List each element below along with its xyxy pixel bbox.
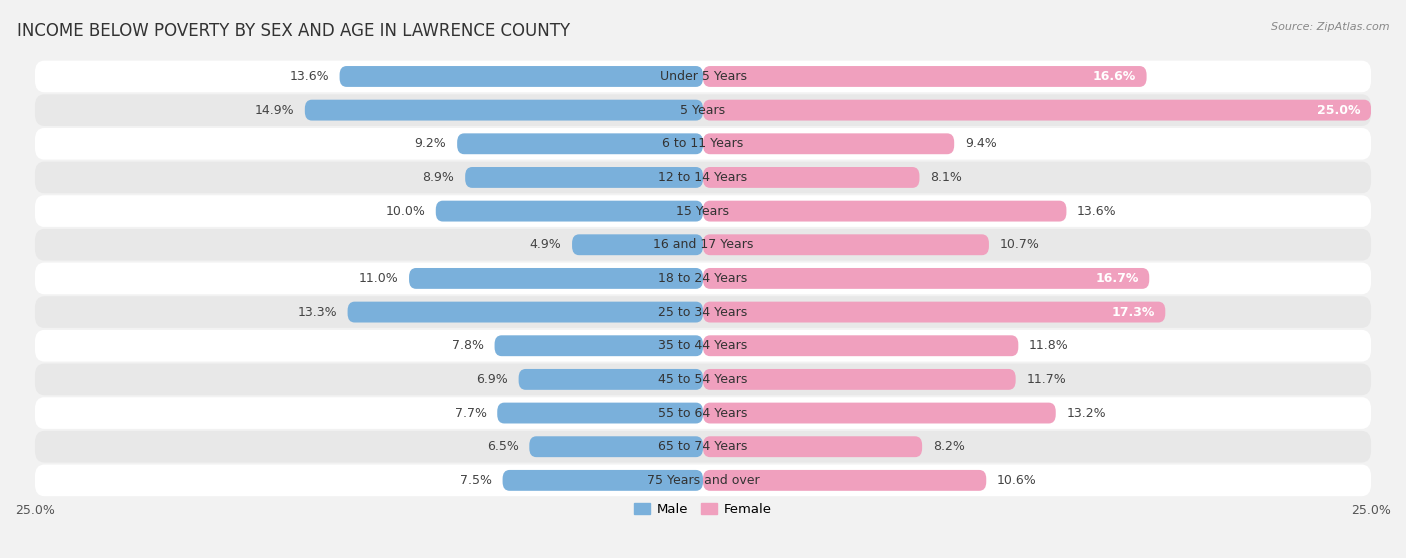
FancyBboxPatch shape — [703, 302, 1166, 323]
FancyBboxPatch shape — [703, 436, 922, 457]
FancyBboxPatch shape — [35, 229, 1371, 261]
Text: 9.2%: 9.2% — [415, 137, 447, 150]
FancyBboxPatch shape — [35, 162, 1371, 193]
Text: 17.3%: 17.3% — [1111, 306, 1154, 319]
FancyBboxPatch shape — [703, 470, 986, 491]
Text: 5 Years: 5 Years — [681, 104, 725, 117]
FancyBboxPatch shape — [572, 234, 703, 255]
FancyBboxPatch shape — [703, 66, 1147, 87]
Text: 13.3%: 13.3% — [297, 306, 337, 319]
Text: 11.7%: 11.7% — [1026, 373, 1066, 386]
Text: 55 to 64 Years: 55 to 64 Years — [658, 407, 748, 420]
Text: 10.0%: 10.0% — [385, 205, 425, 218]
FancyBboxPatch shape — [35, 61, 1371, 92]
Text: 4.9%: 4.9% — [530, 238, 561, 251]
FancyBboxPatch shape — [703, 268, 1149, 289]
FancyBboxPatch shape — [409, 268, 703, 289]
Text: 15 Years: 15 Years — [676, 205, 730, 218]
Text: 11.0%: 11.0% — [359, 272, 398, 285]
Text: 75 Years and over: 75 Years and over — [647, 474, 759, 487]
FancyBboxPatch shape — [703, 133, 955, 154]
Text: 65 to 74 Years: 65 to 74 Years — [658, 440, 748, 453]
FancyBboxPatch shape — [35, 195, 1371, 227]
FancyBboxPatch shape — [703, 201, 1066, 222]
FancyBboxPatch shape — [703, 100, 1371, 121]
Text: 25 to 34 Years: 25 to 34 Years — [658, 306, 748, 319]
Text: 7.5%: 7.5% — [460, 474, 492, 487]
Text: 16 and 17 Years: 16 and 17 Years — [652, 238, 754, 251]
Text: 7.8%: 7.8% — [451, 339, 484, 352]
Text: 25.0%: 25.0% — [1317, 104, 1361, 117]
FancyBboxPatch shape — [305, 100, 703, 121]
Text: 13.6%: 13.6% — [1077, 205, 1116, 218]
FancyBboxPatch shape — [347, 302, 703, 323]
FancyBboxPatch shape — [519, 369, 703, 390]
FancyBboxPatch shape — [35, 296, 1371, 328]
FancyBboxPatch shape — [35, 94, 1371, 126]
Text: 13.6%: 13.6% — [290, 70, 329, 83]
FancyBboxPatch shape — [35, 128, 1371, 160]
FancyBboxPatch shape — [502, 470, 703, 491]
Text: 16.7%: 16.7% — [1095, 272, 1139, 285]
FancyBboxPatch shape — [703, 167, 920, 188]
Text: 13.2%: 13.2% — [1066, 407, 1107, 420]
FancyBboxPatch shape — [703, 369, 1015, 390]
FancyBboxPatch shape — [35, 364, 1371, 395]
FancyBboxPatch shape — [495, 335, 703, 356]
FancyBboxPatch shape — [703, 403, 1056, 424]
Text: 35 to 44 Years: 35 to 44 Years — [658, 339, 748, 352]
FancyBboxPatch shape — [436, 201, 703, 222]
Text: 16.6%: 16.6% — [1092, 70, 1136, 83]
FancyBboxPatch shape — [35, 330, 1371, 362]
Text: 6 to 11 Years: 6 to 11 Years — [662, 137, 744, 150]
FancyBboxPatch shape — [35, 397, 1371, 429]
FancyBboxPatch shape — [703, 234, 988, 255]
FancyBboxPatch shape — [498, 403, 703, 424]
FancyBboxPatch shape — [529, 436, 703, 457]
FancyBboxPatch shape — [35, 263, 1371, 294]
Text: 14.9%: 14.9% — [254, 104, 294, 117]
Text: 8.1%: 8.1% — [931, 171, 962, 184]
FancyBboxPatch shape — [35, 431, 1371, 463]
Text: INCOME BELOW POVERTY BY SEX AND AGE IN LAWRENCE COUNTY: INCOME BELOW POVERTY BY SEX AND AGE IN L… — [17, 22, 569, 40]
Text: 18 to 24 Years: 18 to 24 Years — [658, 272, 748, 285]
Text: 10.6%: 10.6% — [997, 474, 1036, 487]
Legend: Male, Female: Male, Female — [628, 498, 778, 521]
Text: 8.9%: 8.9% — [423, 171, 454, 184]
FancyBboxPatch shape — [340, 66, 703, 87]
FancyBboxPatch shape — [465, 167, 703, 188]
Text: 7.7%: 7.7% — [454, 407, 486, 420]
Text: 6.5%: 6.5% — [486, 440, 519, 453]
Text: Source: ZipAtlas.com: Source: ZipAtlas.com — [1271, 22, 1389, 32]
FancyBboxPatch shape — [457, 133, 703, 154]
Text: 6.9%: 6.9% — [477, 373, 508, 386]
Text: 9.4%: 9.4% — [965, 137, 997, 150]
Text: 11.8%: 11.8% — [1029, 339, 1069, 352]
FancyBboxPatch shape — [703, 335, 1018, 356]
Text: 12 to 14 Years: 12 to 14 Years — [658, 171, 748, 184]
Text: Under 5 Years: Under 5 Years — [659, 70, 747, 83]
Text: 10.7%: 10.7% — [1000, 238, 1039, 251]
Text: 45 to 54 Years: 45 to 54 Years — [658, 373, 748, 386]
Text: 8.2%: 8.2% — [932, 440, 965, 453]
FancyBboxPatch shape — [35, 465, 1371, 496]
